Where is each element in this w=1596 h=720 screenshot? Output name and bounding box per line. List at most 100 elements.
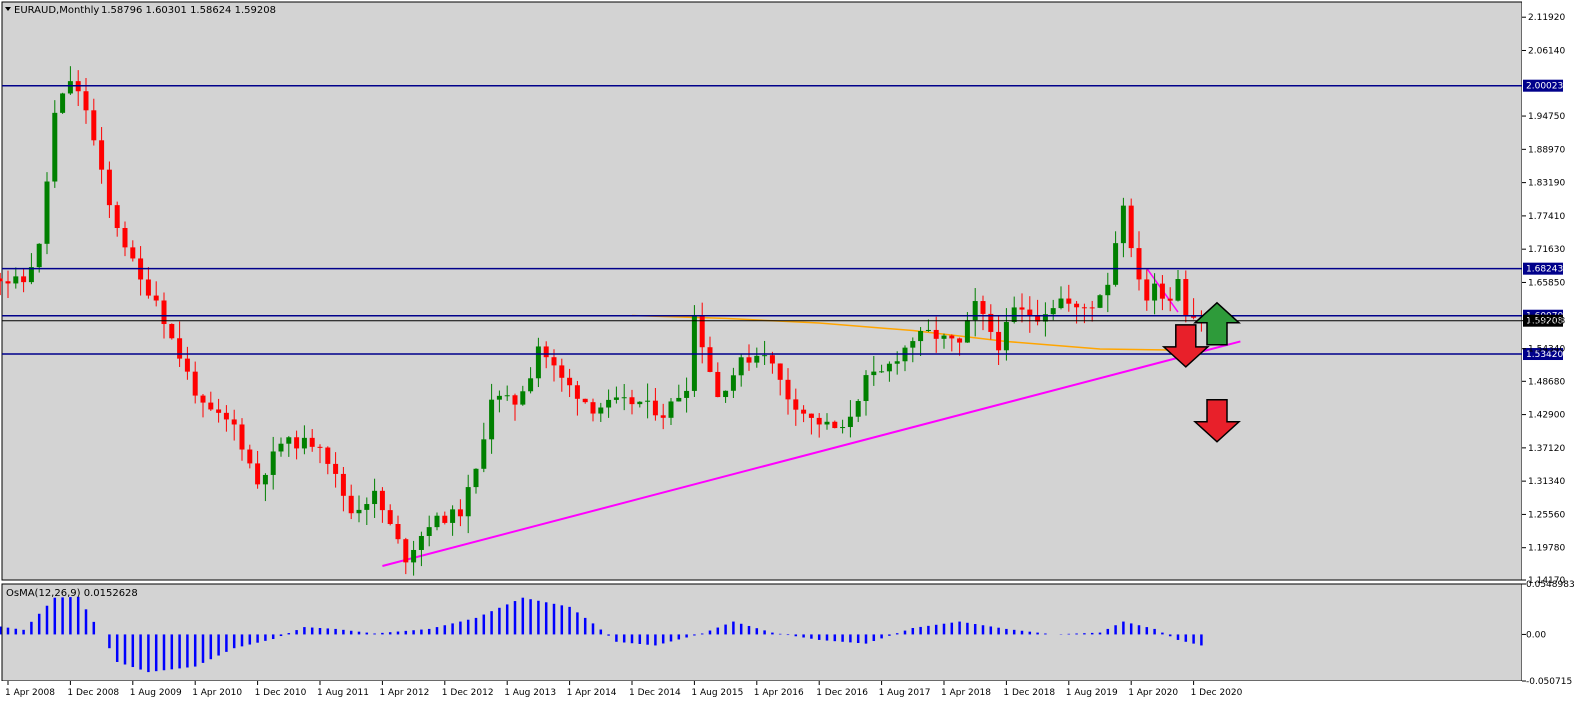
candle-body [528, 378, 534, 392]
candle-body [434, 515, 440, 528]
candle-body [426, 527, 432, 536]
candle-body [208, 402, 214, 410]
level-badge-0 [1523, 79, 1563, 92]
candle-body [941, 335, 947, 339]
candle-body [621, 397, 627, 399]
y-tick-label-3: 1.88970 [1528, 145, 1565, 155]
candle-body [1050, 308, 1056, 315]
candle-body [551, 357, 557, 366]
arrow-down-icon-2 [1193, 399, 1241, 443]
candle-body [114, 205, 120, 229]
x-tick-label-12: 1 Apr 2016 [754, 688, 804, 698]
candle-body [832, 421, 838, 429]
candle-body [645, 400, 651, 402]
candle-body [668, 401, 674, 418]
x-tick-label-8: 1 Aug 2013 [504, 688, 556, 698]
candle-body [496, 395, 502, 400]
candle-body [177, 338, 183, 359]
candle-body [886, 363, 892, 372]
candle-body [871, 371, 877, 376]
x-tick-label-18: 1 Apr 2020 [1128, 688, 1178, 698]
candle-body [777, 363, 783, 380]
candle-body [707, 347, 713, 372]
y-tick-label-4: 1.83190 [1528, 179, 1565, 189]
osma-axis: 0.0548983 0.00 -0.050715 [1522, 580, 1575, 687]
x-tick-label-19: 1 Dec 2020 [1191, 688, 1243, 698]
candle-body [559, 365, 565, 378]
candle-body [574, 385, 580, 399]
candle-body [255, 463, 261, 485]
osma-tick-label-2: -0.050715 [1526, 677, 1572, 687]
candle-body [457, 509, 463, 517]
candle-body [746, 357, 752, 363]
candle-body [21, 276, 27, 283]
y-tick-label-7: 1.65850 [1528, 278, 1565, 288]
x-tick-label-15: 1 Apr 2018 [941, 688, 991, 698]
y-tick-label-16: 1.14170 [1528, 576, 1565, 586]
candle-body [629, 397, 635, 405]
dropdown-triangle-icon[interactable] [5, 7, 11, 11]
arrow-down-icon-1 [1161, 324, 1210, 368]
candle-body [418, 535, 424, 550]
x-tick-label-14: 1 Aug 2017 [879, 688, 931, 698]
x-tick-label-10: 1 Dec 2014 [629, 688, 681, 698]
candle-body [262, 474, 268, 485]
candle-body [1167, 298, 1173, 301]
candle-body [785, 379, 791, 400]
candle-body [590, 402, 596, 414]
candle-body [192, 371, 198, 396]
candle-body [699, 316, 705, 348]
candle-body [247, 449, 253, 464]
candle-body [395, 524, 401, 540]
y-tick-label-1: 2.06140 [1528, 46, 1565, 56]
y-tick-label-2: 1.94750 [1528, 112, 1565, 122]
y-tick-label-11: 1.42900 [1528, 411, 1565, 421]
candle-body [309, 437, 315, 447]
candle-body [840, 427, 846, 429]
candle-body [1175, 279, 1181, 301]
candle-body [294, 437, 300, 449]
candle-body [387, 510, 393, 525]
candle-body [60, 93, 66, 113]
price-axis: 2.11920 2.06140 1.94750 1.88970 1.83190 1.774… [1522, 13, 1565, 586]
candle-body [169, 324, 175, 339]
level-label-1: 1.68243 [1526, 265, 1563, 275]
candle-body [270, 451, 276, 475]
symbol-label: EURAUD,Monthly [14, 5, 99, 16]
arrow-up-icon-0 [1193, 301, 1241, 346]
candle-body [325, 447, 331, 464]
candle-body [676, 397, 682, 402]
candle-body [161, 300, 167, 325]
x-tick-label-11: 1 Aug 2015 [691, 688, 743, 698]
candle-body [1113, 243, 1119, 285]
candle-body [442, 515, 448, 523]
x-tick-label-17: 1 Aug 2019 [1066, 688, 1118, 698]
candle-body [1159, 283, 1165, 299]
header-info: EURAUD,Monthly 1.58796 1.60301 1.58624 1… [5, 5, 276, 16]
candle-body [754, 355, 760, 363]
candle-body [489, 399, 495, 440]
candle-body [855, 401, 861, 417]
candle-body [637, 401, 643, 405]
x-tick-label-16: 1 Dec 2018 [1003, 688, 1055, 698]
candle-body [52, 112, 58, 182]
candle-body [36, 243, 42, 268]
candle-body [1011, 307, 1017, 322]
candle-body [801, 409, 807, 414]
candle-body [1074, 303, 1080, 308]
candle-body [933, 329, 939, 339]
candle-body [824, 421, 830, 425]
candle-body [411, 549, 417, 563]
moving-average-line [631, 314, 1179, 351]
y-tick-label-9: 1.54340 [1528, 345, 1565, 355]
candle-body [715, 371, 721, 398]
candle-body [340, 473, 346, 496]
y-tick-label-12: 1.37120 [1528, 444, 1565, 454]
x-tick-label-4: 1 Dec 2010 [255, 688, 307, 698]
signal-arrows [1161, 301, 1241, 443]
candle-body [980, 301, 986, 314]
candle-body [145, 279, 151, 296]
